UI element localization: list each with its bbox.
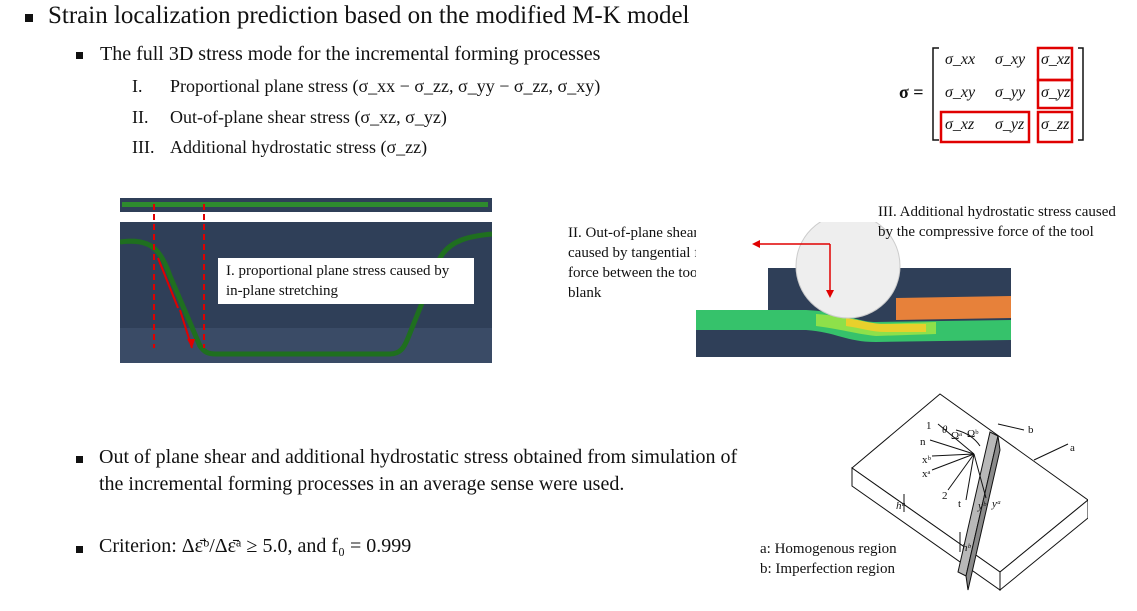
m11: σ_xx — [945, 51, 976, 68]
bullet-shear-info — [76, 456, 83, 463]
label-b: b — [1028, 424, 1034, 436]
label-two: 2 — [942, 490, 948, 502]
item-2-num: II. — [132, 107, 149, 127]
highlight-row3 — [939, 110, 1031, 144]
label-one: 1 — [926, 420, 932, 432]
item-1: I. Proportional plane stress (σ_xx − σ_zz… — [132, 76, 600, 97]
m13: σ_xz — [1041, 51, 1071, 68]
matrix-label: σ = — [899, 82, 924, 102]
tool-contact-graphic — [696, 213, 1011, 357]
stress-matrix: σ = σ_xx σ_xy σ_xz σ_xy σ_yy σ_yz σ_xz σ… — [895, 44, 1085, 144]
hydrostatic-annotation: III. Additional hydrostatic stress cause… — [878, 204, 1116, 240]
annotation-arrows — [752, 240, 834, 298]
m23: σ_yz — [1041, 84, 1071, 101]
m33: σ_zz — [1041, 116, 1070, 133]
forming-simulation-image: I. proportional plane stress caused by i… — [119, 198, 493, 363]
m32: σ_yz — [995, 116, 1025, 133]
m31: σ_xz — [945, 116, 975, 133]
m12: σ_xy — [995, 51, 1026, 68]
label-theta: θ — [942, 424, 948, 436]
item-1-text: Proportional plane stress (σ_xx − σ_zz, … — [170, 76, 601, 96]
m22: σ_yy — [995, 84, 1026, 101]
highlight-zz — [1036, 110, 1074, 144]
legend-homogenous: a: Homogenous region — [760, 541, 897, 557]
item-3-text: Additional hydrostatic stress (σ_zz) — [170, 137, 428, 157]
sub-heading: The full 3D stress mode for the incremen… — [100, 43, 601, 65]
item-2: II. Out-of-plane shear stress (σ_xz, σ_yz… — [132, 107, 447, 128]
label-h-a: hᵃ — [896, 500, 906, 512]
label-n: n — [920, 436, 926, 448]
heading-bullet — [25, 14, 33, 22]
label-t: t — [958, 498, 962, 510]
label-omega: Ωᵃ — [951, 430, 963, 442]
label-y-a: yᵃ — [992, 498, 1002, 510]
item-2-text: Out-of-plane shear stress (σ_xz, σ_yz) — [170, 107, 447, 127]
criterion-text: Criterion: Δε̄ᵇ/Δε̄ᵃ ≥ 5.0, and f₀ = 0.9… — [99, 535, 412, 557]
slide-heading: Strain localization prediction based on … — [48, 2, 690, 29]
legend-imperfection: b: Imperfection region — [760, 561, 895, 577]
item-1-num: I. — [132, 76, 143, 96]
item-3: III. Additional hydrostatic stress (σ_zz) — [132, 137, 427, 158]
shear-info-text: Out of plane shear and additional hydros… — [99, 446, 738, 495]
tool-contact-image — [696, 213, 1011, 357]
label-x-b: xᵇ — [922, 454, 931, 466]
plane-stress-callout: I. proportional plane stress caused by i… — [218, 258, 474, 304]
subheading-bullet — [76, 52, 83, 59]
highlight-col3b — [1036, 78, 1074, 110]
label-a: a — [1070, 442, 1075, 454]
m21: σ_xy — [945, 84, 976, 101]
mk-slab-graphic — [851, 393, 1089, 592]
label-h-b: hᵇ — [962, 542, 971, 554]
bullet-criterion — [76, 546, 83, 553]
label-x-a: xᵃ — [922, 468, 931, 480]
item-3-num: III. — [132, 137, 155, 157]
mk-model-diagram: 1 θ Ωᵃ Ωᵇ n xᵇ xᵃ 2 t yᵇ yᵃ hᵃ hᵇ b a — [848, 390, 1089, 595]
label-omega-b: Ωᵇ — [967, 428, 979, 440]
matrix-brackets — [932, 46, 1084, 144]
label-y-b: yᵇ — [978, 500, 986, 512]
